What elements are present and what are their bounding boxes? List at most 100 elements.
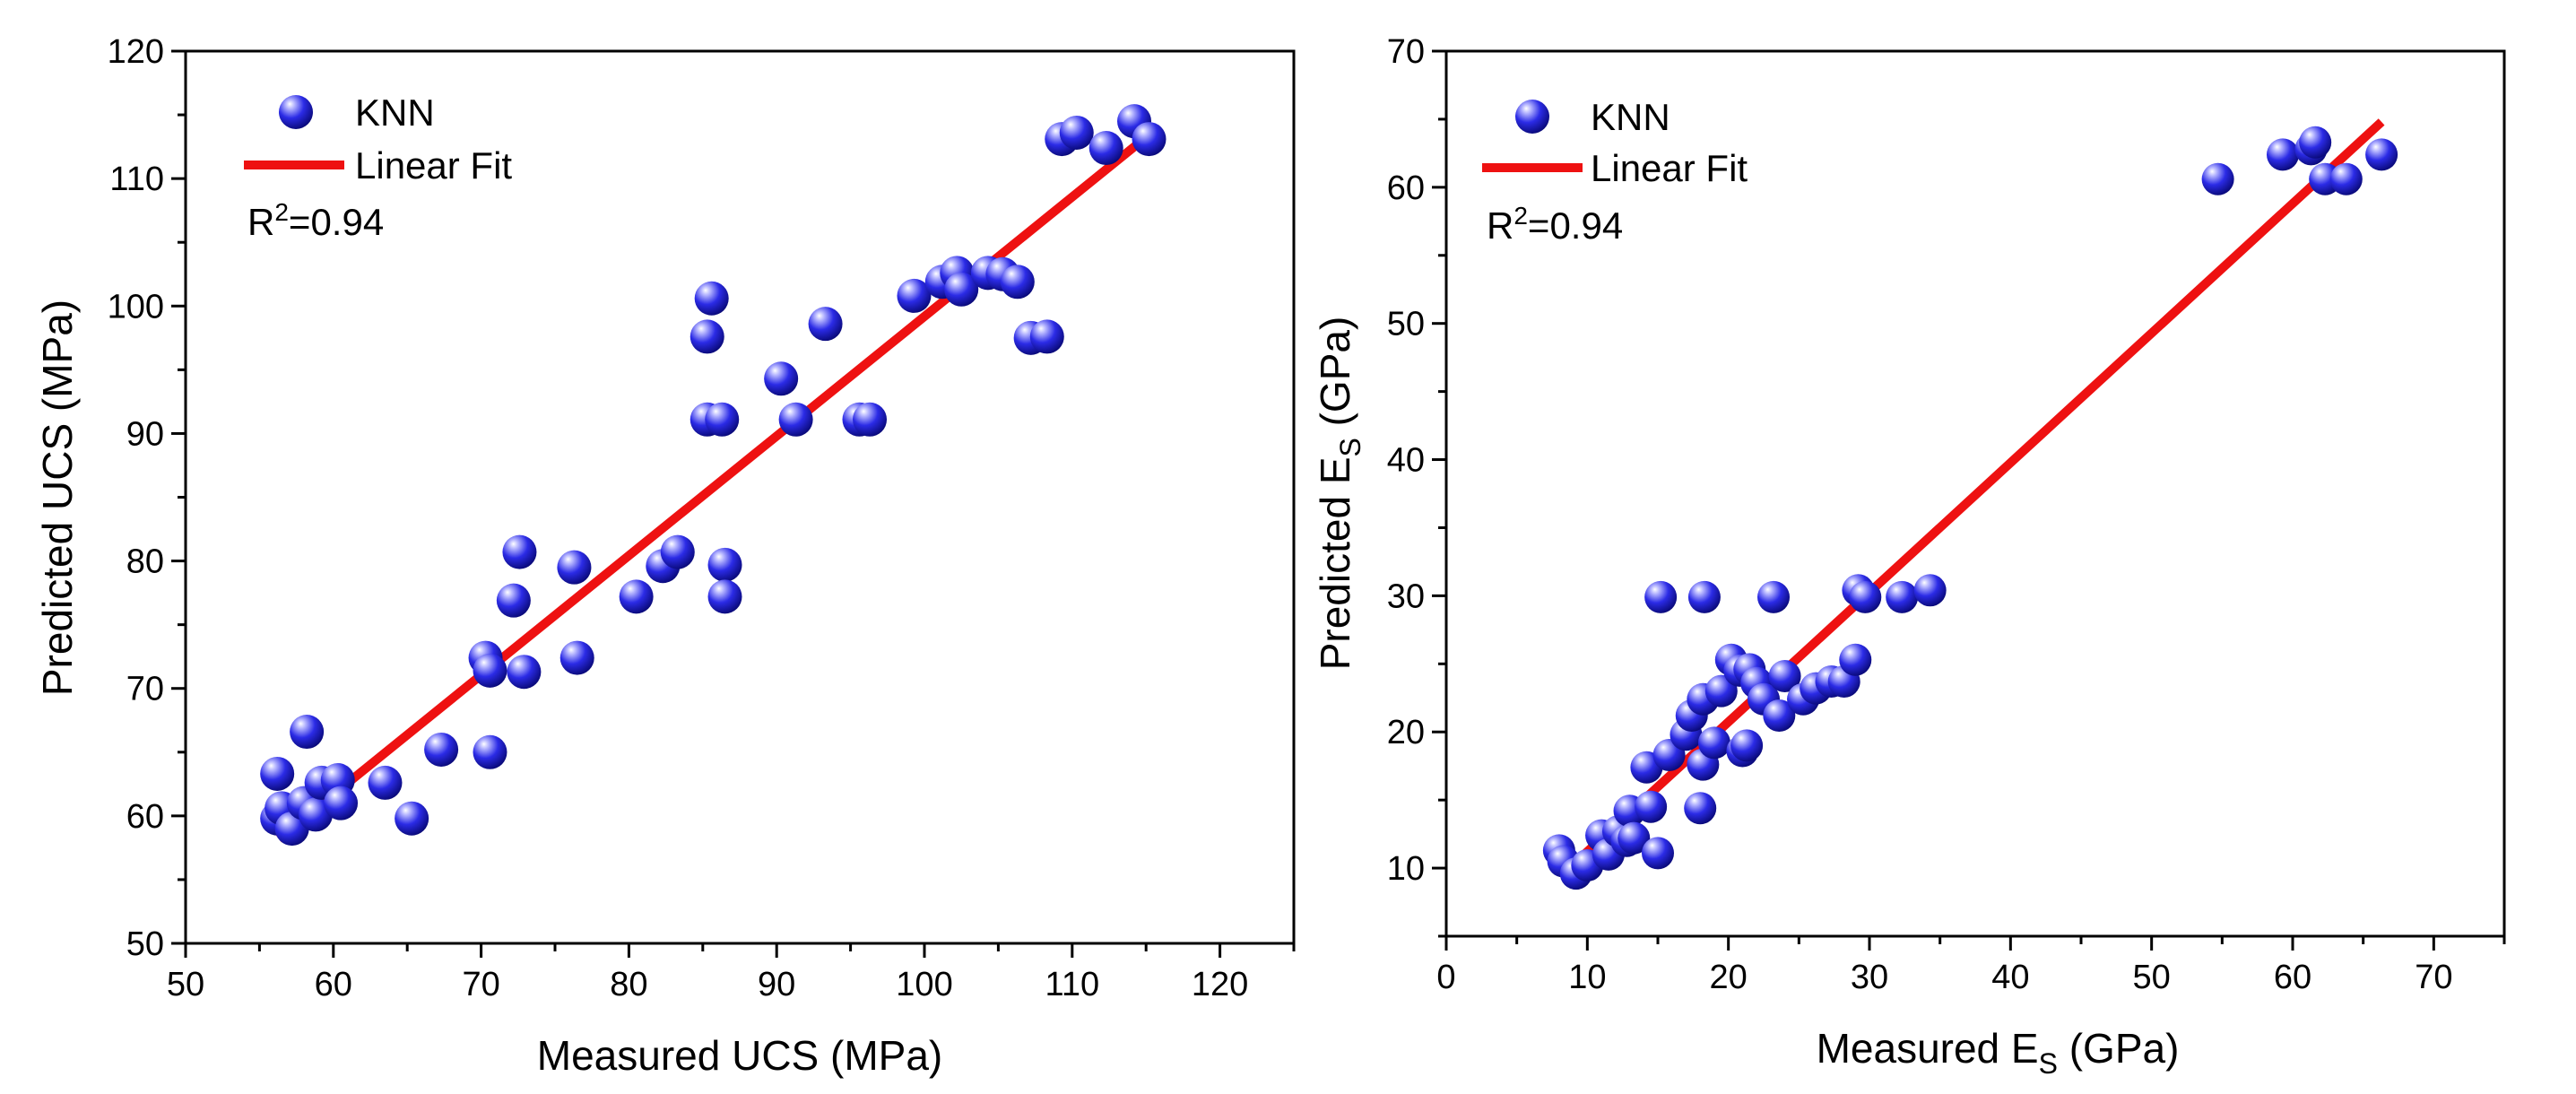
x-tick-label: 80	[610, 966, 647, 1003]
y-tick-label: 30	[1387, 577, 1425, 615]
data-point	[897, 278, 932, 313]
linear-fit-line	[1558, 118, 2385, 879]
chart-left: 50 60 70 80 90 100 110 120 5060708090100110120 …	[34, 33, 1296, 1079]
legend: KNN Linear Fit	[1482, 96, 1748, 189]
data-point	[2299, 126, 2332, 159]
data-point	[1687, 580, 1721, 613]
data-point	[1132, 122, 1167, 157]
data-point	[1635, 790, 1668, 823]
data-point	[694, 281, 729, 316]
x-tick-label: 50	[2133, 959, 2171, 996]
data-point	[1757, 580, 1791, 613]
data-point	[1642, 837, 1674, 870]
data-point	[707, 547, 742, 582]
data-point	[1768, 659, 1801, 692]
data-point	[473, 653, 507, 688]
x-tick-label: 60	[2274, 959, 2311, 996]
data-point	[395, 801, 429, 836]
y-tick-label: 100	[108, 288, 164, 326]
data-point	[1763, 699, 1796, 733]
data-point	[764, 361, 799, 396]
data-point	[1029, 319, 1064, 354]
data-point	[1684, 792, 1717, 825]
data-point	[778, 402, 813, 437]
x-tick-label: 30	[1851, 959, 1888, 996]
data-point	[290, 715, 325, 750]
x-axis-title: Measured UCS (MPa)	[537, 1032, 942, 1079]
y-tick-label: 70	[126, 671, 164, 708]
data-point	[502, 534, 537, 569]
x-tick-label: 0	[1436, 959, 1455, 996]
data-point	[507, 655, 542, 690]
data-point	[705, 402, 740, 437]
chart-right: 0 10 20 30 40 50 60 70 10 20 30 40 50 60 70 KNN Linea…	[1312, 33, 2506, 1080]
y-tick-label: 80	[126, 543, 164, 581]
data-point	[1839, 643, 1872, 676]
y-tick-label: 10	[1387, 850, 1425, 888]
x-axis-ticks: 0 10 20 30 40 50 60 70	[1436, 936, 2506, 996]
data-point	[368, 765, 403, 800]
data-point	[1000, 265, 1035, 300]
data-point	[1059, 115, 1094, 150]
y-axis-ticks: 50 60 70 80 90 100 110 120	[108, 33, 186, 963]
x-tick-label: 120	[1192, 966, 1248, 1003]
data-point	[1730, 729, 1764, 762]
data-point	[2266, 138, 2299, 171]
y-axis-title: Predicted ES (GPa)	[1312, 317, 1366, 671]
y-tick-label: 40	[1387, 442, 1425, 480]
x-axis-title: Measured ES (GPa)	[1817, 1025, 2180, 1080]
y-axis-title: Predicted UCS (MPa)	[34, 300, 81, 696]
data-point	[2365, 138, 2398, 171]
data-point	[473, 734, 507, 769]
x-tick-label: 70	[462, 966, 499, 1003]
legend: KNN Linear Fit	[244, 91, 512, 187]
y-tick-label: 90	[126, 415, 164, 453]
data-point	[1644, 580, 1678, 613]
data-point	[808, 307, 843, 342]
data-point	[944, 272, 979, 307]
data-point	[2201, 162, 2234, 195]
data-point	[1089, 131, 1123, 166]
legend-label-knn: KNN	[355, 91, 435, 134]
data-point	[690, 319, 724, 354]
linear-fit-line	[275, 125, 1159, 843]
plot-frame	[1444, 49, 2506, 938]
y-tick-label: 20	[1387, 714, 1425, 751]
data-point	[2329, 162, 2363, 195]
r-squared-annotation: R2=0.94	[247, 198, 384, 243]
y-tick-label: 50	[1387, 306, 1425, 343]
data-point	[1849, 580, 1882, 613]
points-layer	[260, 104, 1167, 847]
y-tick-label: 50	[126, 925, 164, 963]
data-point	[559, 640, 594, 675]
data-point	[619, 579, 654, 614]
points-layer	[1542, 126, 2398, 890]
legend-marker-knn	[1515, 100, 1549, 134]
data-point	[1886, 580, 1919, 613]
data-point	[260, 756, 295, 791]
legend-label-linear-fit: Linear Fit	[355, 144, 512, 187]
data-point	[1913, 574, 1947, 607]
fit-layer	[275, 125, 1159, 843]
y-tick-label: 60	[126, 798, 164, 836]
x-tick-label: 20	[1710, 959, 1748, 996]
y-axis-ticks: 10 20 30 40 50 60 70	[1387, 33, 1446, 938]
legend-label-knn: KNN	[1591, 96, 1670, 138]
r-squared-annotation: R2=0.94	[1487, 202, 1623, 247]
legend-marker-knn	[279, 95, 313, 129]
x-tick-label: 110	[1045, 966, 1100, 1003]
data-point	[707, 579, 742, 614]
x-tick-label: 90	[758, 966, 795, 1003]
data-point	[1697, 726, 1730, 760]
legend-label-linear-fit: Linear Fit	[1591, 147, 1748, 189]
x-tick-label: 40	[1991, 959, 2029, 996]
x-tick-label: 70	[2415, 959, 2452, 996]
y-tick-label: 120	[108, 33, 164, 71]
data-point	[557, 550, 592, 585]
x-tick-label: 10	[1568, 959, 1606, 996]
x-tick-label: 60	[315, 966, 352, 1003]
data-point	[324, 786, 359, 820]
data-point	[853, 402, 888, 437]
